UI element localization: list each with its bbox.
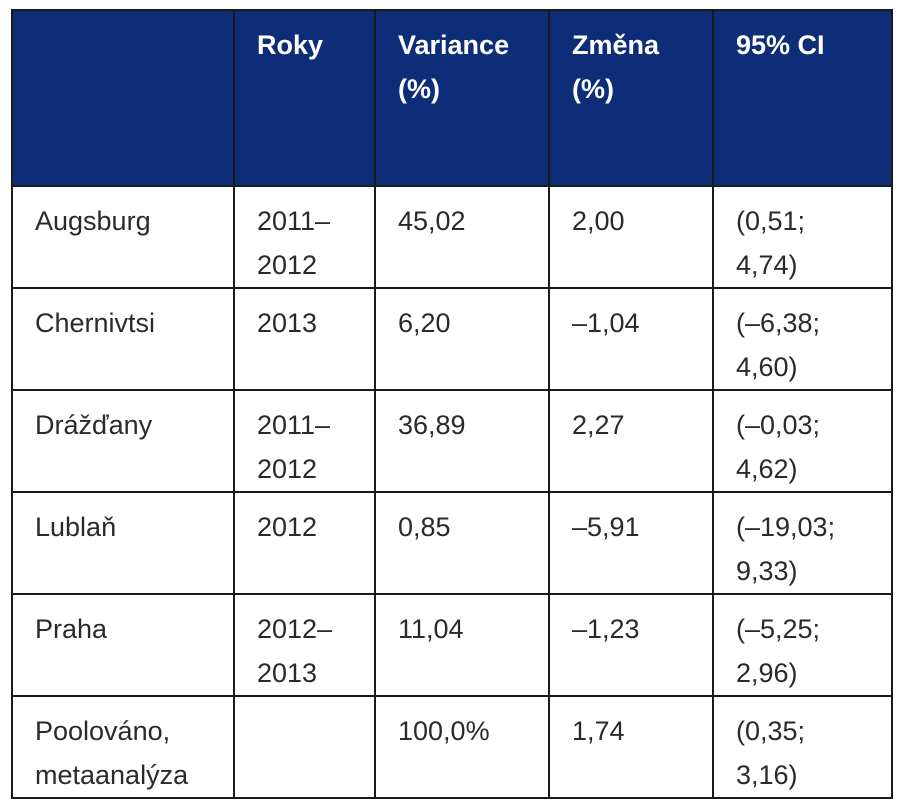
cell-variance: 36,89	[374, 389, 550, 493]
cell-city: Chernivtsi	[11, 287, 235, 391]
cell-ci: (–6,38; 4,60)	[712, 287, 893, 391]
table-row: Augsburg 2011– 2012 45,02 2,00 (0,51; 4,…	[11, 185, 893, 289]
cell-variance: 0,85	[374, 491, 550, 595]
table-row-pooled: Poolováno, metaanalýza 100,0% 1,74 (0,35…	[11, 695, 893, 799]
cell-change: 1,74	[548, 695, 714, 799]
cell-years: 2011– 2012	[233, 389, 376, 493]
cell-city: Poolováno, metaanalýza	[11, 695, 235, 799]
cell-ci: (–0,03; 4,62)	[712, 389, 893, 493]
cell-change: –5,91	[548, 491, 714, 595]
table-container: Roky Variance (%) Změna (%) 95% CI Augsb…	[11, 9, 893, 799]
cell-city: Praha	[11, 593, 235, 697]
cell-variance: 6,20	[374, 287, 550, 391]
header-cell-zmena: Změna (%)	[548, 9, 714, 187]
header-cell-variance: Variance (%)	[374, 9, 550, 187]
header-row: Roky Variance (%) Změna (%) 95% CI	[11, 9, 893, 187]
cell-variance: 45,02	[374, 185, 550, 289]
cell-ci: (0,35; 3,16)	[712, 695, 893, 799]
cell-change: –1,04	[548, 287, 714, 391]
cell-change: 2,27	[548, 389, 714, 493]
table-row: Lublaň 2012 0,85 –5,91 (–19,03; 9,33)	[11, 491, 893, 595]
table-row: Drážďany 2011– 2012 36,89 2,27 (–0,03; 4…	[11, 389, 893, 493]
cell-variance: 100,0%	[374, 695, 550, 799]
cell-years: 2012	[233, 491, 376, 595]
cell-city: Augsburg	[11, 185, 235, 289]
cell-ci: (0,51; 4,74)	[712, 185, 893, 289]
table-row: Chernivtsi 2013 6,20 –1,04 (–6,38; 4,60)	[11, 287, 893, 391]
table-row: Praha 2012– 2013 11,04 –1,23 (–5,25; 2,9…	[11, 593, 893, 697]
header-cell-roky: Roky	[233, 9, 376, 187]
cell-change: –1,23	[548, 593, 714, 697]
cell-years: 2012– 2013	[233, 593, 376, 697]
cell-years: 2011– 2012	[233, 185, 376, 289]
cell-ci: (–5,25; 2,96)	[712, 593, 893, 697]
cell-change: 2,00	[548, 185, 714, 289]
cell-variance: 11,04	[374, 593, 550, 697]
cell-years: 2013	[233, 287, 376, 391]
cell-city: Drážďany	[11, 389, 235, 493]
data-table: Roky Variance (%) Změna (%) 95% CI Augsb…	[11, 9, 893, 799]
cell-ci: (–19,03; 9,33)	[712, 491, 893, 595]
header-cell-empty	[11, 9, 235, 187]
cell-years	[233, 695, 376, 799]
cell-city: Lublaň	[11, 491, 235, 595]
header-cell-ci: 95% CI	[712, 9, 893, 187]
